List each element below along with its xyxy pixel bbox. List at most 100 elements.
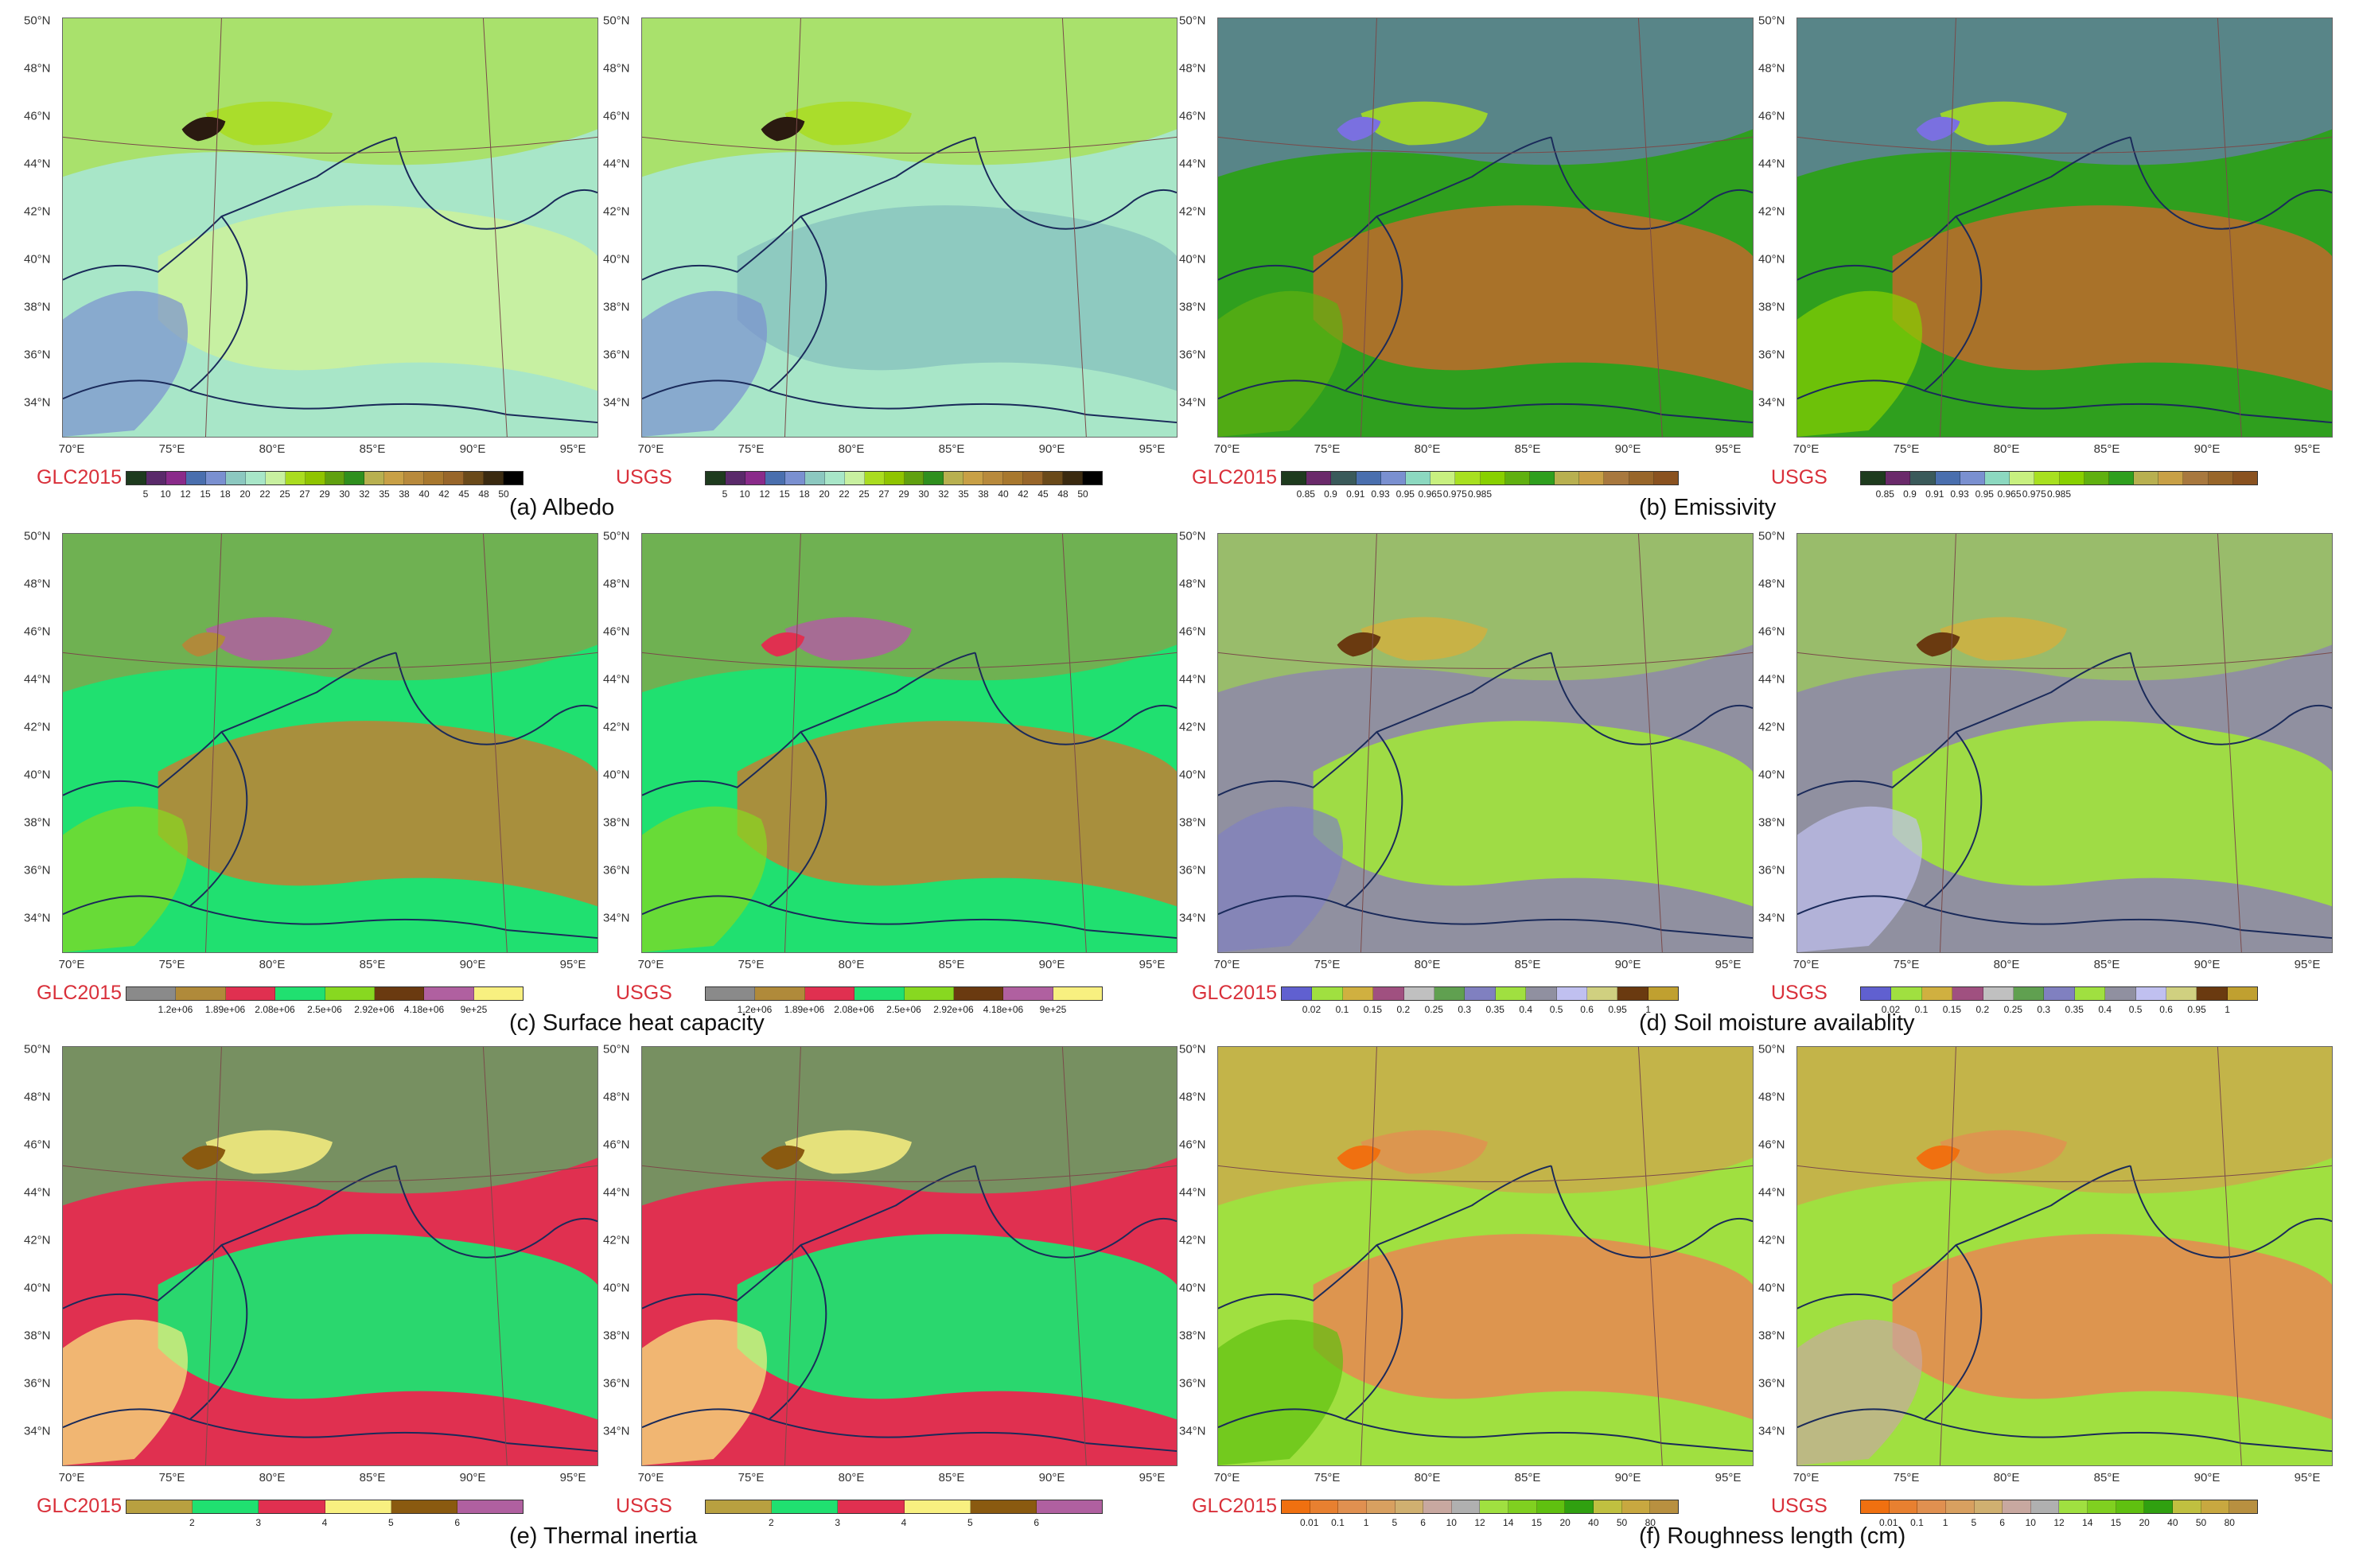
colorbar-swatch (2074, 987, 2106, 1000)
colorbar-swatch (1003, 987, 1053, 1000)
colorbar-tick-label: 48 (1057, 488, 1069, 500)
latitude-label: 38°N (24, 815, 51, 830)
longitude-label: 70°E (637, 1471, 664, 1484)
colorbar-swatch (464, 472, 485, 484)
longitude-label: 95°E (1715, 442, 1742, 456)
colorbar-tick-label: 15 (779, 488, 790, 500)
colorbar-tick-label: 30 (339, 488, 350, 500)
map-field (1218, 1047, 1753, 1465)
colorbar-tick-label: 0.975 (2022, 488, 2046, 500)
longitude-label: 70°E (1793, 442, 1820, 456)
colorbar-tick-label: 2 (189, 1517, 195, 1528)
colorbar-swatch (1480, 472, 1505, 484)
colorbar-tick-label: 45 (1037, 488, 1049, 500)
landcover-region (1892, 1234, 2332, 1420)
colorbar-tick-label: 4.18e+06 (403, 1004, 445, 1015)
colorbar-swatch (784, 472, 805, 484)
map-field (1218, 534, 1753, 952)
colorbar (126, 986, 524, 1001)
colorbar-swatch (1983, 987, 2014, 1000)
colorbar-swatch (1423, 1500, 1452, 1513)
longitude-label: 80°E (1414, 958, 1441, 971)
country-border (642, 1165, 975, 1309)
colorbar-swatch (1536, 1500, 1566, 1513)
colorbar-swatch (1023, 472, 1044, 484)
latitude-label: 46°N (603, 1138, 630, 1152)
colorbar-tick-label: 0.9 (1324, 488, 1337, 500)
colorbar-tick-label: 2.92e+06 (933, 1004, 974, 1015)
colorbar-swatch (1451, 1500, 1481, 1513)
colorbar-tick-label: 35 (379, 488, 390, 500)
longitude-label: 85°E (2093, 958, 2120, 971)
map-field (1797, 1047, 2332, 1465)
latitude-label: 36°N (24, 1376, 51, 1391)
longitude-label: 75°E (1893, 958, 1920, 971)
latitude-label: 38°N (1758, 1329, 1785, 1343)
latitude-label: 50°N (24, 529, 51, 543)
landcover-region (737, 1234, 1177, 1420)
colorbar-swatch (265, 472, 286, 484)
country-border (1797, 652, 2131, 796)
landcover-region (181, 116, 226, 142)
latitude-label: 48°N (1179, 61, 1206, 76)
latitude-label: 40°N (24, 768, 51, 782)
latitude-label: 46°N (1179, 1138, 1206, 1152)
landcover-region (1313, 1234, 1753, 1420)
colorbar-tick-label: 10 (2025, 1517, 2036, 1528)
longitude-label: 85°E (938, 442, 965, 456)
map-panel (1217, 1046, 1754, 1466)
latitude-label: 42°N (603, 1233, 630, 1247)
longitude-label: 85°E (938, 1471, 965, 1484)
latitude-label: 40°N (24, 252, 51, 267)
map-field (642, 18, 1177, 437)
longitude-label: 75°E (158, 958, 185, 971)
colorbar-swatch (772, 1500, 839, 1513)
colorbar-tick-label: 0.3 (1458, 1004, 1472, 1015)
country-border (1344, 1244, 1403, 1420)
country-border (1218, 1408, 1753, 1453)
longitude-label: 95°E (559, 1471, 586, 1484)
colorbar-swatch (1861, 987, 1892, 1000)
colorbar-swatch (1373, 987, 1404, 1000)
colorbar-tick-label: 1.89e+06 (784, 1004, 825, 1015)
colorbar-tick-label: 29 (898, 488, 909, 500)
colorbar-swatch (706, 1500, 773, 1513)
longitude-label: 85°E (2093, 442, 2120, 456)
colorbar-swatch (2173, 1500, 2201, 1513)
map-panel (1217, 18, 1754, 438)
longitude-label: 95°E (1139, 442, 1166, 456)
landcover-region (205, 617, 333, 661)
latitude-label: 46°N (603, 624, 630, 639)
latitude-label: 34°N (603, 911, 630, 925)
source-label: GLC2015 (1192, 1495, 1278, 1517)
colorbar-swatch (1889, 1500, 1918, 1513)
map-panel (1217, 533, 1754, 953)
latitude-label: 50°N (603, 1042, 630, 1056)
colorbar (1860, 471, 2258, 485)
latitude-label: 42°N (1179, 720, 1206, 734)
colorbar-tick-label: 25 (279, 488, 290, 500)
colorbar-tick-label: 0.85 (1875, 488, 1894, 500)
colorbar-tick-label: 0.95 (2187, 1004, 2206, 1015)
colorbar-swatch (2227, 987, 2258, 1000)
colorbar-swatch (864, 472, 885, 484)
map-panel (641, 18, 1178, 438)
country-border (1218, 1165, 1551, 1309)
colorbar-tick-label: 4 (321, 1517, 328, 1528)
colorbar-swatch (804, 987, 855, 1000)
latitude-label: 44°N (1179, 1185, 1206, 1200)
longitude-label: 75°E (1893, 1471, 1920, 1484)
colorbar-tick-label: 6 (454, 1517, 460, 1528)
country-border (768, 1244, 827, 1420)
longitude-label: 75°E (738, 1471, 765, 1484)
colorbar-swatch (904, 472, 924, 484)
colorbar-tick-label: 50 (1616, 1517, 1628, 1528)
colorbar-swatch (2059, 472, 2084, 484)
colorbar-tick-label: 6 (1420, 1517, 1426, 1528)
graticule (1797, 1047, 2332, 1465)
colorbar-tick-label: 0.35 (1485, 1004, 1504, 1015)
longitude-label: 75°E (1314, 958, 1341, 971)
map-panel (641, 533, 1178, 953)
graticule (642, 1047, 1177, 1465)
landcover-region (1940, 1130, 2067, 1174)
